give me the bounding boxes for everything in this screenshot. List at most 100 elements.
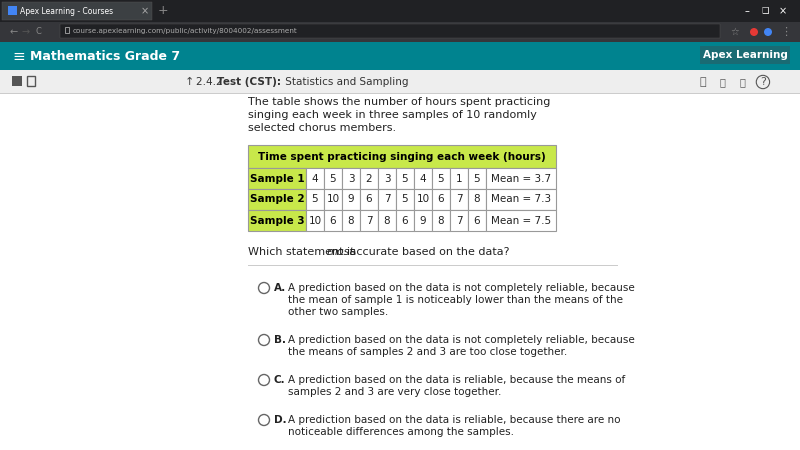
Circle shape	[750, 28, 758, 36]
Text: 6: 6	[330, 216, 336, 225]
Bar	[396, 168, 414, 189]
Bar	[486, 168, 556, 189]
Text: +: +	[158, 4, 168, 18]
Text: 2.4.2: 2.4.2	[196, 77, 226, 87]
Bar	[0, 0, 800, 22]
Bar	[414, 210, 432, 231]
Circle shape	[258, 414, 270, 426]
Text: 👤: 👤	[720, 77, 726, 87]
Text: –: –	[745, 6, 750, 16]
Text: ⋮: ⋮	[780, 27, 791, 37]
Text: 10: 10	[309, 216, 322, 225]
Bar	[450, 189, 468, 210]
Text: 5: 5	[402, 174, 408, 184]
Text: A.: A.	[274, 283, 286, 293]
Text: 7: 7	[384, 194, 390, 204]
Text: 7: 7	[456, 216, 462, 225]
Bar	[414, 168, 432, 189]
Text: 9: 9	[348, 194, 354, 204]
Text: ×: ×	[141, 6, 149, 16]
Text: C: C	[36, 27, 42, 36]
Bar	[360, 168, 378, 189]
Text: ?: ?	[760, 77, 766, 87]
Text: ↑: ↑	[185, 77, 194, 87]
Text: Sample 3: Sample 3	[250, 216, 304, 225]
Text: The table shows the number of hours spent practicing: The table shows the number of hours spen…	[248, 97, 550, 107]
Bar	[432, 168, 450, 189]
Bar	[486, 210, 556, 231]
Circle shape	[764, 28, 772, 36]
Bar	[248, 189, 306, 210]
Text: Mean = 7.5: Mean = 7.5	[491, 216, 551, 225]
Text: 5: 5	[438, 174, 444, 184]
Bar	[306, 189, 324, 210]
Text: Sample 1: Sample 1	[250, 174, 304, 184]
Bar	[396, 210, 414, 231]
Text: 6: 6	[366, 194, 372, 204]
Text: 8: 8	[474, 194, 480, 204]
Bar	[324, 189, 342, 210]
Text: 5: 5	[474, 174, 480, 184]
Circle shape	[258, 283, 270, 293]
Text: A prediction based on the data is reliable, because there are no: A prediction based on the data is reliab…	[288, 415, 621, 425]
Text: 5: 5	[402, 194, 408, 204]
Text: B.: B.	[274, 335, 286, 345]
Text: Mean = 7.3: Mean = 7.3	[491, 194, 551, 204]
Bar	[468, 168, 486, 189]
Text: →: →	[22, 27, 30, 37]
Bar	[360, 189, 378, 210]
Text: the mean of sample 1 is noticeably lower than the means of the: the mean of sample 1 is noticeably lower…	[288, 295, 623, 305]
Text: Mathematics Grade 7: Mathematics Grade 7	[30, 50, 180, 63]
Text: other two samples.: other two samples.	[288, 307, 388, 317]
Text: Apex Learning: Apex Learning	[702, 50, 787, 60]
Bar	[342, 168, 360, 189]
Bar	[486, 189, 556, 210]
Text: 文: 文	[700, 77, 706, 87]
Text: ×: ×	[779, 6, 787, 16]
Bar	[700, 46, 790, 64]
Text: Test (CST):: Test (CST):	[217, 77, 281, 87]
Text: 5: 5	[330, 174, 336, 184]
Bar	[378, 168, 396, 189]
Bar	[324, 168, 342, 189]
Bar	[306, 210, 324, 231]
Text: ≡: ≡	[12, 49, 25, 63]
Text: 3: 3	[384, 174, 390, 184]
Text: singing each week in three samples of 10 randomly: singing each week in three samples of 10…	[248, 110, 537, 120]
Text: 10: 10	[326, 194, 339, 204]
Bar	[2, 2, 152, 20]
Bar	[8, 6, 17, 15]
Text: 9: 9	[420, 216, 426, 225]
Bar	[248, 145, 556, 168]
Text: Sample 2: Sample 2	[250, 194, 304, 204]
Text: Time spent practicing singing each week (hours): Time spent practicing singing each week …	[258, 152, 546, 162]
Bar	[27, 76, 35, 86]
Bar	[60, 24, 720, 38]
Bar	[0, 70, 800, 94]
Text: A prediction based on the data is reliable, because the means of: A prediction based on the data is reliab…	[288, 375, 626, 385]
Text: Which statement is: Which statement is	[248, 247, 359, 257]
Text: Apex Learning - Courses: Apex Learning - Courses	[20, 6, 113, 15]
Text: D.: D.	[274, 415, 286, 425]
Text: 2: 2	[366, 174, 372, 184]
Text: Statistics and Sampling: Statistics and Sampling	[282, 77, 409, 87]
Text: most: most	[327, 247, 354, 257]
Text: 4: 4	[420, 174, 426, 184]
Bar	[0, 22, 800, 42]
Text: C.: C.	[274, 375, 286, 385]
Text: 6: 6	[402, 216, 408, 225]
Text: ←: ←	[10, 27, 18, 37]
Text: 4: 4	[312, 174, 318, 184]
Text: ☆: ☆	[730, 27, 738, 37]
Text: 🖨: 🖨	[740, 77, 746, 87]
Text: the means of samples 2 and 3 are too close together.: the means of samples 2 and 3 are too clo…	[288, 347, 567, 357]
Text: 8: 8	[348, 216, 354, 225]
Circle shape	[258, 374, 270, 386]
Text: 3: 3	[348, 174, 354, 184]
Text: A prediction based on the data is not completely reliable, because: A prediction based on the data is not co…	[288, 335, 634, 345]
Text: 8: 8	[438, 216, 444, 225]
Text: 1: 1	[456, 174, 462, 184]
Bar	[450, 168, 468, 189]
Bar	[248, 210, 306, 231]
Text: 7: 7	[456, 194, 462, 204]
